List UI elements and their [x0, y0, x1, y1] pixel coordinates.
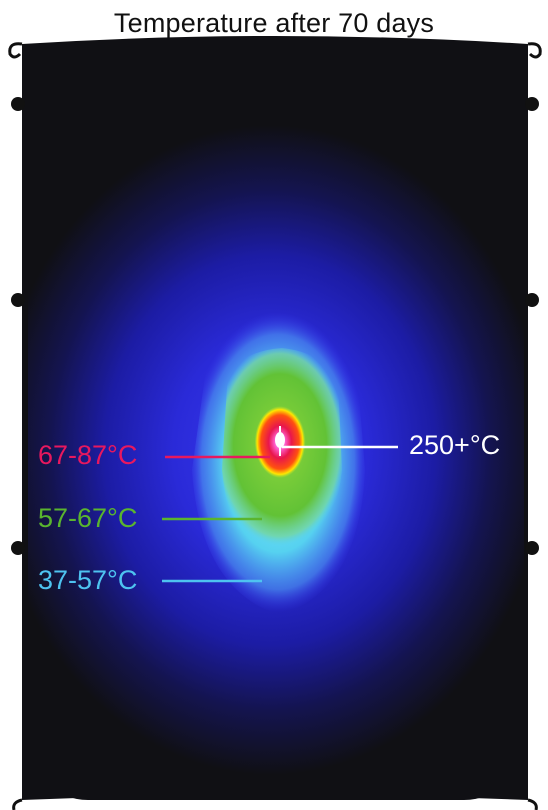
diagram-title: Temperature after 70 days: [113, 8, 435, 38]
knob-left-3: [11, 541, 25, 555]
knob-right-1: [525, 97, 539, 111]
label-core: 250+°C: [409, 430, 501, 460]
knob-left-2: [11, 293, 25, 307]
hook-bottom-right: [527, 798, 538, 810]
knob-left-1: [11, 97, 25, 111]
hook-bottom-left: [12, 798, 23, 810]
knob-right-3: [525, 541, 539, 555]
hook-top-right: [527, 42, 542, 59]
label-cyan: 37-57°C: [38, 565, 138, 595]
knob-right-2: [525, 293, 539, 307]
hook-top-left: [8, 42, 23, 59]
label-green: 57-67°C: [38, 503, 138, 533]
label-red: 67-87°C: [38, 440, 138, 470]
